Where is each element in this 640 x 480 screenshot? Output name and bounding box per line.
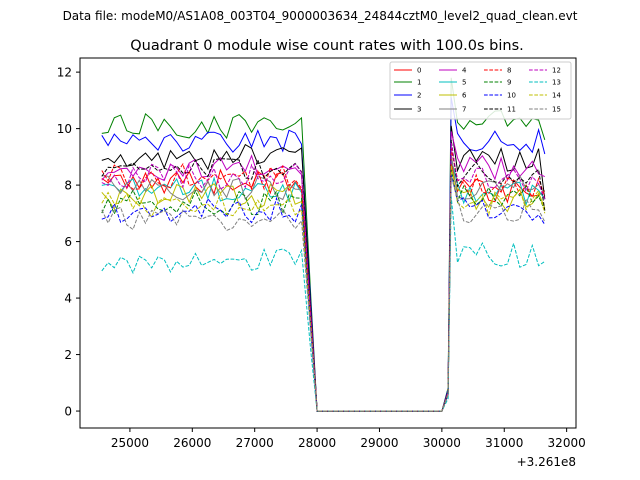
series-line-11 [101,139,546,412]
x-tick-label: 27000 [236,436,274,450]
series-line-2 [101,97,546,412]
legend-label-7: 7 [462,106,466,114]
x-tick-label: 32000 [548,436,586,450]
x-tick-label: 25000 [111,436,149,450]
series-line-8 [101,148,546,412]
series-line-4 [101,131,545,412]
x-offset-label: +3.261e8 [517,455,576,469]
series-line-15 [101,176,546,412]
legend-label-3: 3 [417,106,421,114]
legend-label-6: 6 [462,92,467,100]
y-tick-label: 12 [57,66,72,80]
legend-label-9: 9 [507,79,511,87]
series-line-9 [101,168,546,412]
legend-label-13: 13 [552,79,561,87]
y-tick-label: 4 [64,292,72,306]
legend-label-2: 2 [417,92,421,100]
series-layer [101,77,546,412]
x-tick-label: 30000 [423,436,461,450]
y-tick-label: 2 [64,348,72,362]
series-line-13 [101,196,546,412]
legend-frame [389,61,572,120]
y-tick-label: 6 [64,235,72,249]
legend-label-14: 14 [552,92,561,100]
legend-label-10: 10 [507,92,516,100]
legend-label-4: 4 [462,67,467,75]
ticks-layer: 25000 26000 27000 28000 29000 30000 31000 32000… [57,66,586,450]
legend-label-1: 1 [417,79,421,87]
legend-label-12: 12 [552,67,561,75]
axes-frame [79,57,577,429]
chart-title: Quadrant 0 module wise count rates with … [130,38,524,54]
y-tick-label: 8 [64,179,72,193]
legend-label-5: 5 [462,79,466,87]
legend-label-8: 8 [507,67,511,75]
series-line-3 [101,125,546,412]
x-tick-label: 26000 [173,436,211,450]
x-tick-label: 28000 [298,436,336,450]
series-line-12 [101,142,546,412]
series-line-14 [101,165,546,412]
x-tick-label: 31000 [485,436,523,450]
legend-label-15: 15 [552,106,561,114]
x-tick-label: 29000 [360,436,398,450]
series-line-10 [101,173,546,412]
data-file-label: Data file: modeM0/AS1A08_003T04_90000036… [63,9,578,23]
y-tick-label: 0 [64,405,72,419]
y-tick-label: 10 [57,122,72,136]
legend-label-0: 0 [417,67,421,75]
plot-area [80,58,576,428]
legend-label-11: 11 [507,106,516,114]
series-line-7 [101,153,546,412]
